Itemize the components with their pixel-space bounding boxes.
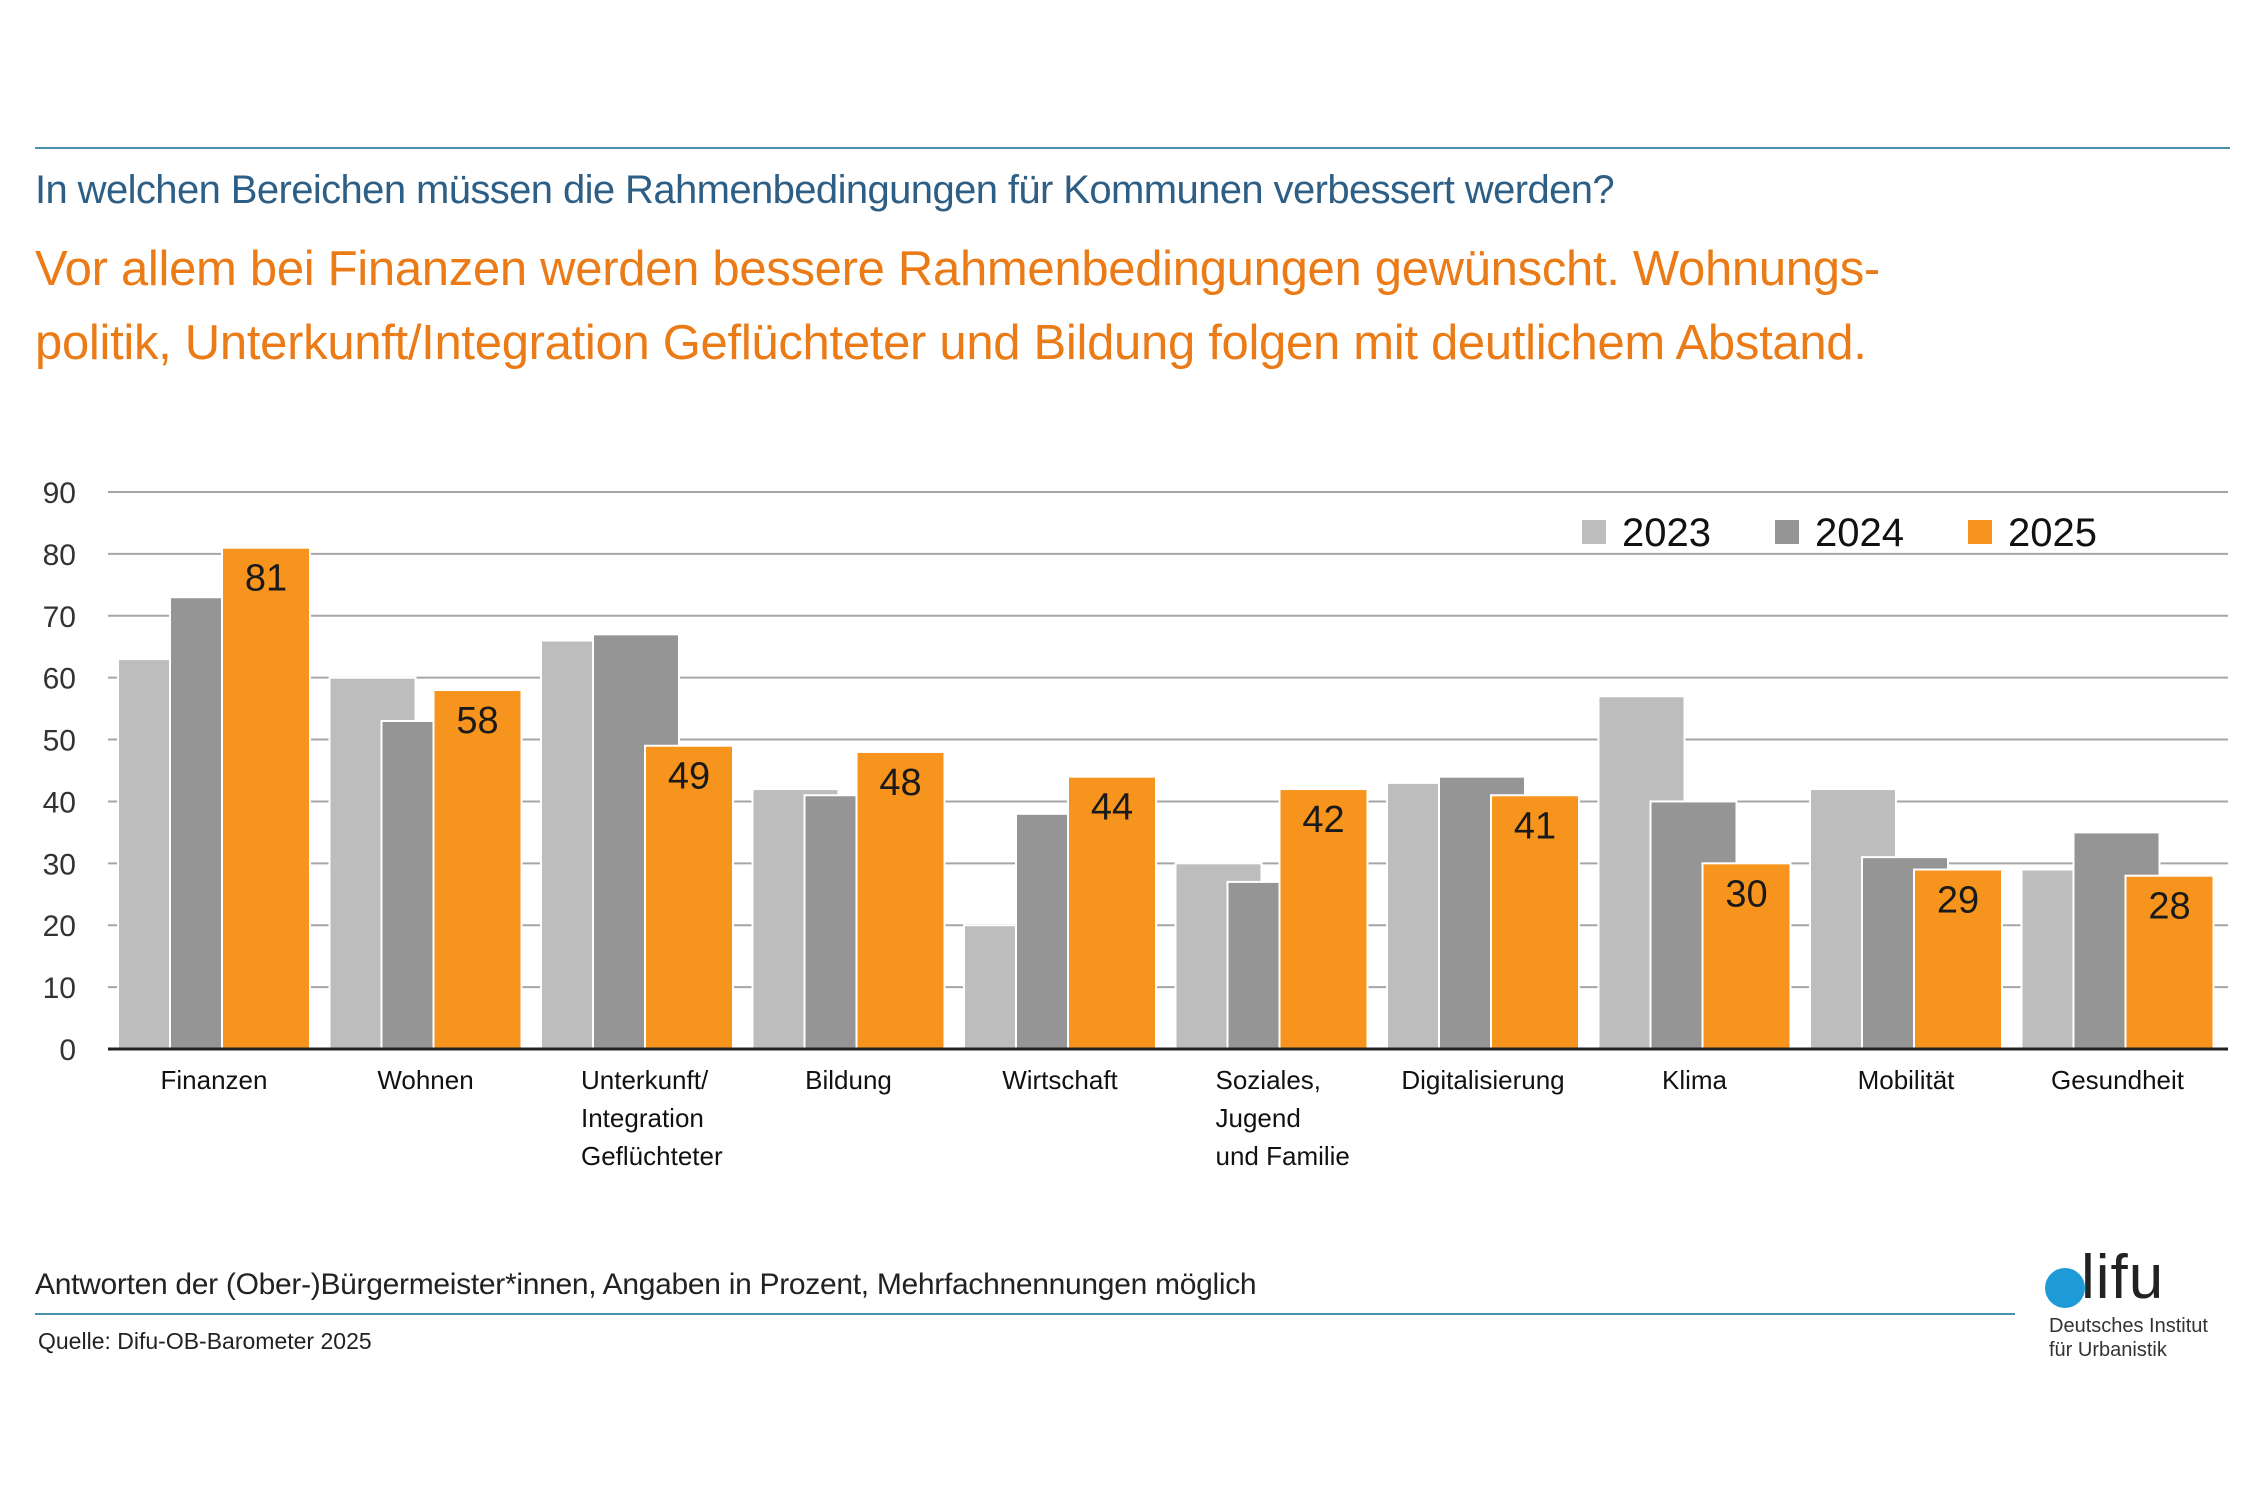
x-tick-label: und Familie — [1216, 1141, 1350, 1171]
legend: 2023 2024 2025 — [1582, 511, 2097, 555]
legend-swatch-2025 — [1968, 520, 1992, 544]
x-tick-label: Integration — [581, 1103, 704, 1133]
x-tick-label: Digitalisierung — [1401, 1065, 1564, 1095]
data-label-2025: 48 — [879, 762, 921, 804]
bar-group: 41 — [1386, 775, 1580, 1050]
x-tick-label: Finanzen — [161, 1065, 268, 1095]
legend-swatch-2024 — [1775, 520, 1799, 544]
logo-subtitle-line-1: Deutsches Institut — [2049, 1315, 2208, 1337]
x-tick-label: Unterkunft/ — [581, 1065, 709, 1095]
x-tick-label: Soziales, — [1216, 1065, 1322, 1095]
data-label-2025: 28 — [2148, 886, 2190, 928]
x-tick-label: Bildung — [805, 1065, 892, 1095]
y-tick-label: 70 — [43, 601, 76, 634]
data-label-2025: 30 — [1725, 873, 1767, 915]
data-label-2025: 81 — [245, 558, 287, 600]
bar-2025 — [644, 744, 734, 1050]
legend-label-2025: 2025 — [2008, 511, 2097, 555]
x-tick-label: Wirtschaft — [1002, 1065, 1118, 1095]
data-label-2025: 44 — [1091, 787, 1133, 829]
bar-group: 29 — [1809, 788, 2003, 1050]
bar-group: 28 — [2020, 831, 2215, 1051]
legend-label-2023: 2023 — [1622, 511, 1711, 555]
chart-headline: Vor allem bei Finanzen werden bessere Ra… — [35, 232, 2235, 380]
x-axis: Finanzen Wohnen Unterkunft/Integration Gefl… — [108, 1047, 2228, 1171]
y-tick-label: 10 — [43, 972, 76, 1005]
top-divider — [35, 147, 2230, 149]
logo-subtitle: Deutsches Institut für Urbanistik — [2049, 1314, 2208, 1362]
y-tick-label: 0 — [59, 1034, 76, 1067]
bar-group: 58 — [328, 676, 523, 1051]
headline-line-2: politik, Unterkunft/Integration Geflücht… — [35, 316, 1867, 370]
chart-question: In welchen Bereichen müssen die Rahmenbe… — [35, 168, 1615, 212]
x-tick-label: Wohnen — [377, 1065, 473, 1095]
bar-group: 81 — [117, 546, 311, 1050]
x-tick-label: Geflüchteter — [581, 1141, 723, 1171]
bar-2025 — [1490, 794, 1580, 1050]
source-text: Quelle: Difu-OB-Barometer 2025 — [38, 1328, 372, 1354]
bar-2025 — [1913, 868, 2003, 1050]
bottom-divider — [35, 1313, 2015, 1315]
y-tick-label: 20 — [43, 910, 76, 943]
y-tick-label: 40 — [43, 786, 76, 819]
headline-line-1: Vor allem bei Finanzen werden bessere Ra… — [35, 242, 1880, 296]
legend-swatch-2023 — [1582, 520, 1606, 544]
bar-2025 — [1278, 788, 1369, 1050]
legend-label-2024: 2024 — [1815, 511, 1904, 555]
data-label-2025: 49 — [668, 756, 710, 798]
bar-2025 — [1701, 862, 1792, 1051]
bar-2025 — [1067, 775, 1157, 1050]
y-tick-label: 90 — [43, 477, 76, 510]
bar-2025 — [855, 750, 946, 1050]
bar-chart: 0 10 20 30 40 50 60 70 80 90 81 58 49 48 44 42 41 30 29 28… — [43, 477, 2228, 1171]
logo-wordmark: lifu — [2081, 1243, 2165, 1312]
bar-2025 — [432, 689, 523, 1051]
chart-note: Antworten der (Ober-)Bürgermeister*innen… — [35, 1268, 1257, 1301]
bar-group: 44 — [963, 775, 1157, 1051]
x-tick-label: Mobilität — [1858, 1065, 1956, 1095]
data-label-2025: 58 — [456, 700, 498, 742]
data-label-2025: 29 — [1937, 880, 1979, 922]
bars: 81 58 49 48 44 42 41 30 29 28 — [117, 546, 2215, 1051]
logo-dot-icon — [2045, 1268, 2085, 1308]
bar-group: 48 — [751, 750, 946, 1050]
y-tick-label: 30 — [43, 848, 76, 881]
data-label-2025: 41 — [1514, 805, 1556, 847]
bar-group: 49 — [540, 633, 734, 1051]
y-tick-label: 80 — [43, 539, 76, 572]
logo-subtitle-line-2: für Urbanistik — [2049, 1339, 2167, 1361]
x-tick-label: Klima — [1662, 1065, 1728, 1095]
bar-group: 30 — [1597, 695, 1792, 1051]
y-tick-label: 60 — [43, 663, 76, 696]
y-axis: 0 10 20 30 40 50 60 70 80 90 — [43, 477, 76, 1067]
x-tick-label: Jugend — [1216, 1103, 1301, 1133]
difu-logo: lifu Deutsches Institut für Urbanistik — [2045, 1243, 2235, 1368]
bar-2025 — [2124, 874, 2215, 1051]
bar-group: 42 — [1174, 788, 1369, 1051]
y-tick-label: 50 — [43, 725, 76, 758]
data-label-2025: 42 — [1302, 799, 1344, 841]
x-tick-label: Gesundheit — [2051, 1065, 2185, 1095]
bar-2025 — [221, 546, 311, 1050]
